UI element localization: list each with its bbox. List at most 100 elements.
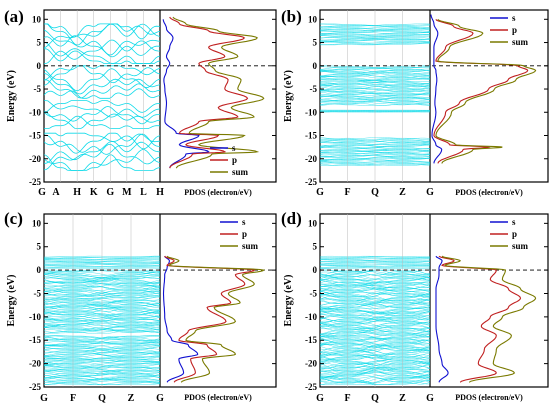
y-tick-label: 10 xyxy=(32,14,42,24)
kpoint-label: G xyxy=(156,393,164,404)
y-tick-label: -5 xyxy=(310,84,318,94)
band-line xyxy=(44,154,160,171)
panel-label: (c) xyxy=(4,209,23,228)
legend-label-p: p xyxy=(512,229,517,239)
kpoint-label: Z xyxy=(128,393,135,404)
panel-1: 10 5 0 -5 -10 -15 -20 -25 Energy (eV) G F Q Z G PDOS (… xyxy=(281,7,549,198)
y-tick-label: -25 xyxy=(29,177,41,187)
band-line xyxy=(44,29,160,56)
y-tick-label: 0 xyxy=(37,265,42,275)
y-tick-label: 10 xyxy=(308,218,318,228)
legend-label-s: s xyxy=(512,13,516,23)
panel-label: (d) xyxy=(281,209,302,228)
pdos-s-curve xyxy=(430,14,443,164)
y-tick-label: -5 xyxy=(34,288,42,298)
pdos-sum-curve xyxy=(435,18,537,164)
pdos-s-curve xyxy=(435,255,449,383)
y-tick-label: -25 xyxy=(305,382,317,392)
y-tick-label: -10 xyxy=(29,312,41,322)
y-tick-label: -20 xyxy=(29,154,41,164)
band-line xyxy=(44,106,160,125)
y-tick-label: -25 xyxy=(305,177,317,187)
legend: sp sum xyxy=(490,13,529,47)
kpoint-label: L xyxy=(140,187,147,198)
kpoint-label: F xyxy=(344,393,350,404)
band-line xyxy=(44,100,160,118)
pdos-x-axis-title: PDOS (electron/eV) xyxy=(184,188,252,197)
panel-2: 10 5 0 -5 -10 -15 -20 -25 Energy (eV) G F Q Z G PDOS (… xyxy=(4,209,277,404)
legend-label-p: p xyxy=(242,229,247,239)
kpoint-label: G xyxy=(426,393,434,404)
kpoint-label: K xyxy=(90,187,98,198)
panel-3: 10 5 0 -5 -10 -15 -20 -25 Energy (eV) G F Q Z G PDOS (… xyxy=(281,209,549,404)
band-line xyxy=(44,132,160,150)
y-tick-label: -10 xyxy=(305,107,317,117)
band-line xyxy=(44,23,160,40)
band-line xyxy=(44,132,160,154)
kpoint-label: H xyxy=(73,187,81,198)
band-line xyxy=(44,115,160,129)
legend-label-sum: sum xyxy=(242,241,259,251)
y-tick-label: 5 xyxy=(37,242,42,252)
y-tick-label: 5 xyxy=(313,242,318,252)
pdos-s-curve xyxy=(162,19,210,169)
legend-label-s: s xyxy=(232,143,236,153)
kpoint-label: Q xyxy=(98,393,106,404)
y-tick-label: 10 xyxy=(32,218,42,228)
y-axis-title: Energy (eV) xyxy=(283,275,294,327)
y-tick-label: -10 xyxy=(305,312,317,322)
pdos-x-axis-title: PDOS (electron/eV) xyxy=(184,393,252,402)
band-line xyxy=(44,100,160,114)
kpoint-label: Q xyxy=(371,187,379,198)
y-tick-label: 0 xyxy=(37,61,42,71)
legend-label-sum: sum xyxy=(512,37,529,47)
legend: sp sum xyxy=(490,217,529,251)
y-tick-label: -20 xyxy=(305,154,317,164)
y-tick-label: -15 xyxy=(305,131,317,141)
kpoint-label: G xyxy=(38,187,46,198)
y-tick-label: -5 xyxy=(34,84,42,94)
panel-label: (b) xyxy=(281,7,302,26)
legend-label-p: p xyxy=(512,25,517,35)
kpoint-label: G xyxy=(106,187,114,198)
band-line xyxy=(44,140,160,164)
y-tick-label: 5 xyxy=(37,38,42,48)
legend-label-sum: sum xyxy=(512,241,529,251)
band-line xyxy=(44,41,160,64)
pdos-sum-curve xyxy=(172,16,265,169)
y-tick-label: -5 xyxy=(310,288,318,298)
y-axis-title: Energy (eV) xyxy=(283,70,294,122)
y-tick-label: 10 xyxy=(308,14,318,24)
pdos-sum-curve xyxy=(166,255,266,383)
panel-label: (a) xyxy=(4,7,24,26)
kpoint-label: F xyxy=(344,187,350,198)
kpoint-label: G xyxy=(40,393,48,404)
y-tick-label: -10 xyxy=(29,107,41,117)
band-line xyxy=(44,88,160,99)
y-axis-title: Energy (eV) xyxy=(6,70,17,122)
y-tick-label: -15 xyxy=(29,335,41,345)
legend-label-p: p xyxy=(232,155,237,165)
kpoint-label: Q xyxy=(371,393,379,404)
band-line xyxy=(44,65,160,86)
legend-label-sum: sum xyxy=(232,167,249,177)
kpoint-label: A xyxy=(52,187,60,198)
kpoint-label: Z xyxy=(399,393,406,404)
band-line xyxy=(44,35,160,58)
y-tick-label: 5 xyxy=(313,38,318,48)
kpoint-label: G xyxy=(426,187,434,198)
y-tick-label: -15 xyxy=(305,335,317,345)
y-tick-label: -15 xyxy=(29,131,41,141)
pdos-x-axis-title: PDOS (electron/eV) xyxy=(455,393,523,402)
y-tick-label: -20 xyxy=(305,359,317,369)
y-tick-label: 0 xyxy=(313,61,318,71)
pdos-s-curve xyxy=(162,255,199,383)
band-line xyxy=(44,143,160,171)
kpoint-label: G xyxy=(316,393,324,404)
legend: sp sum xyxy=(220,217,259,251)
pdos-p-curve xyxy=(169,16,249,169)
legend-label-s: s xyxy=(512,217,516,227)
kpoint-label: M xyxy=(122,187,132,198)
band-line xyxy=(44,23,160,46)
